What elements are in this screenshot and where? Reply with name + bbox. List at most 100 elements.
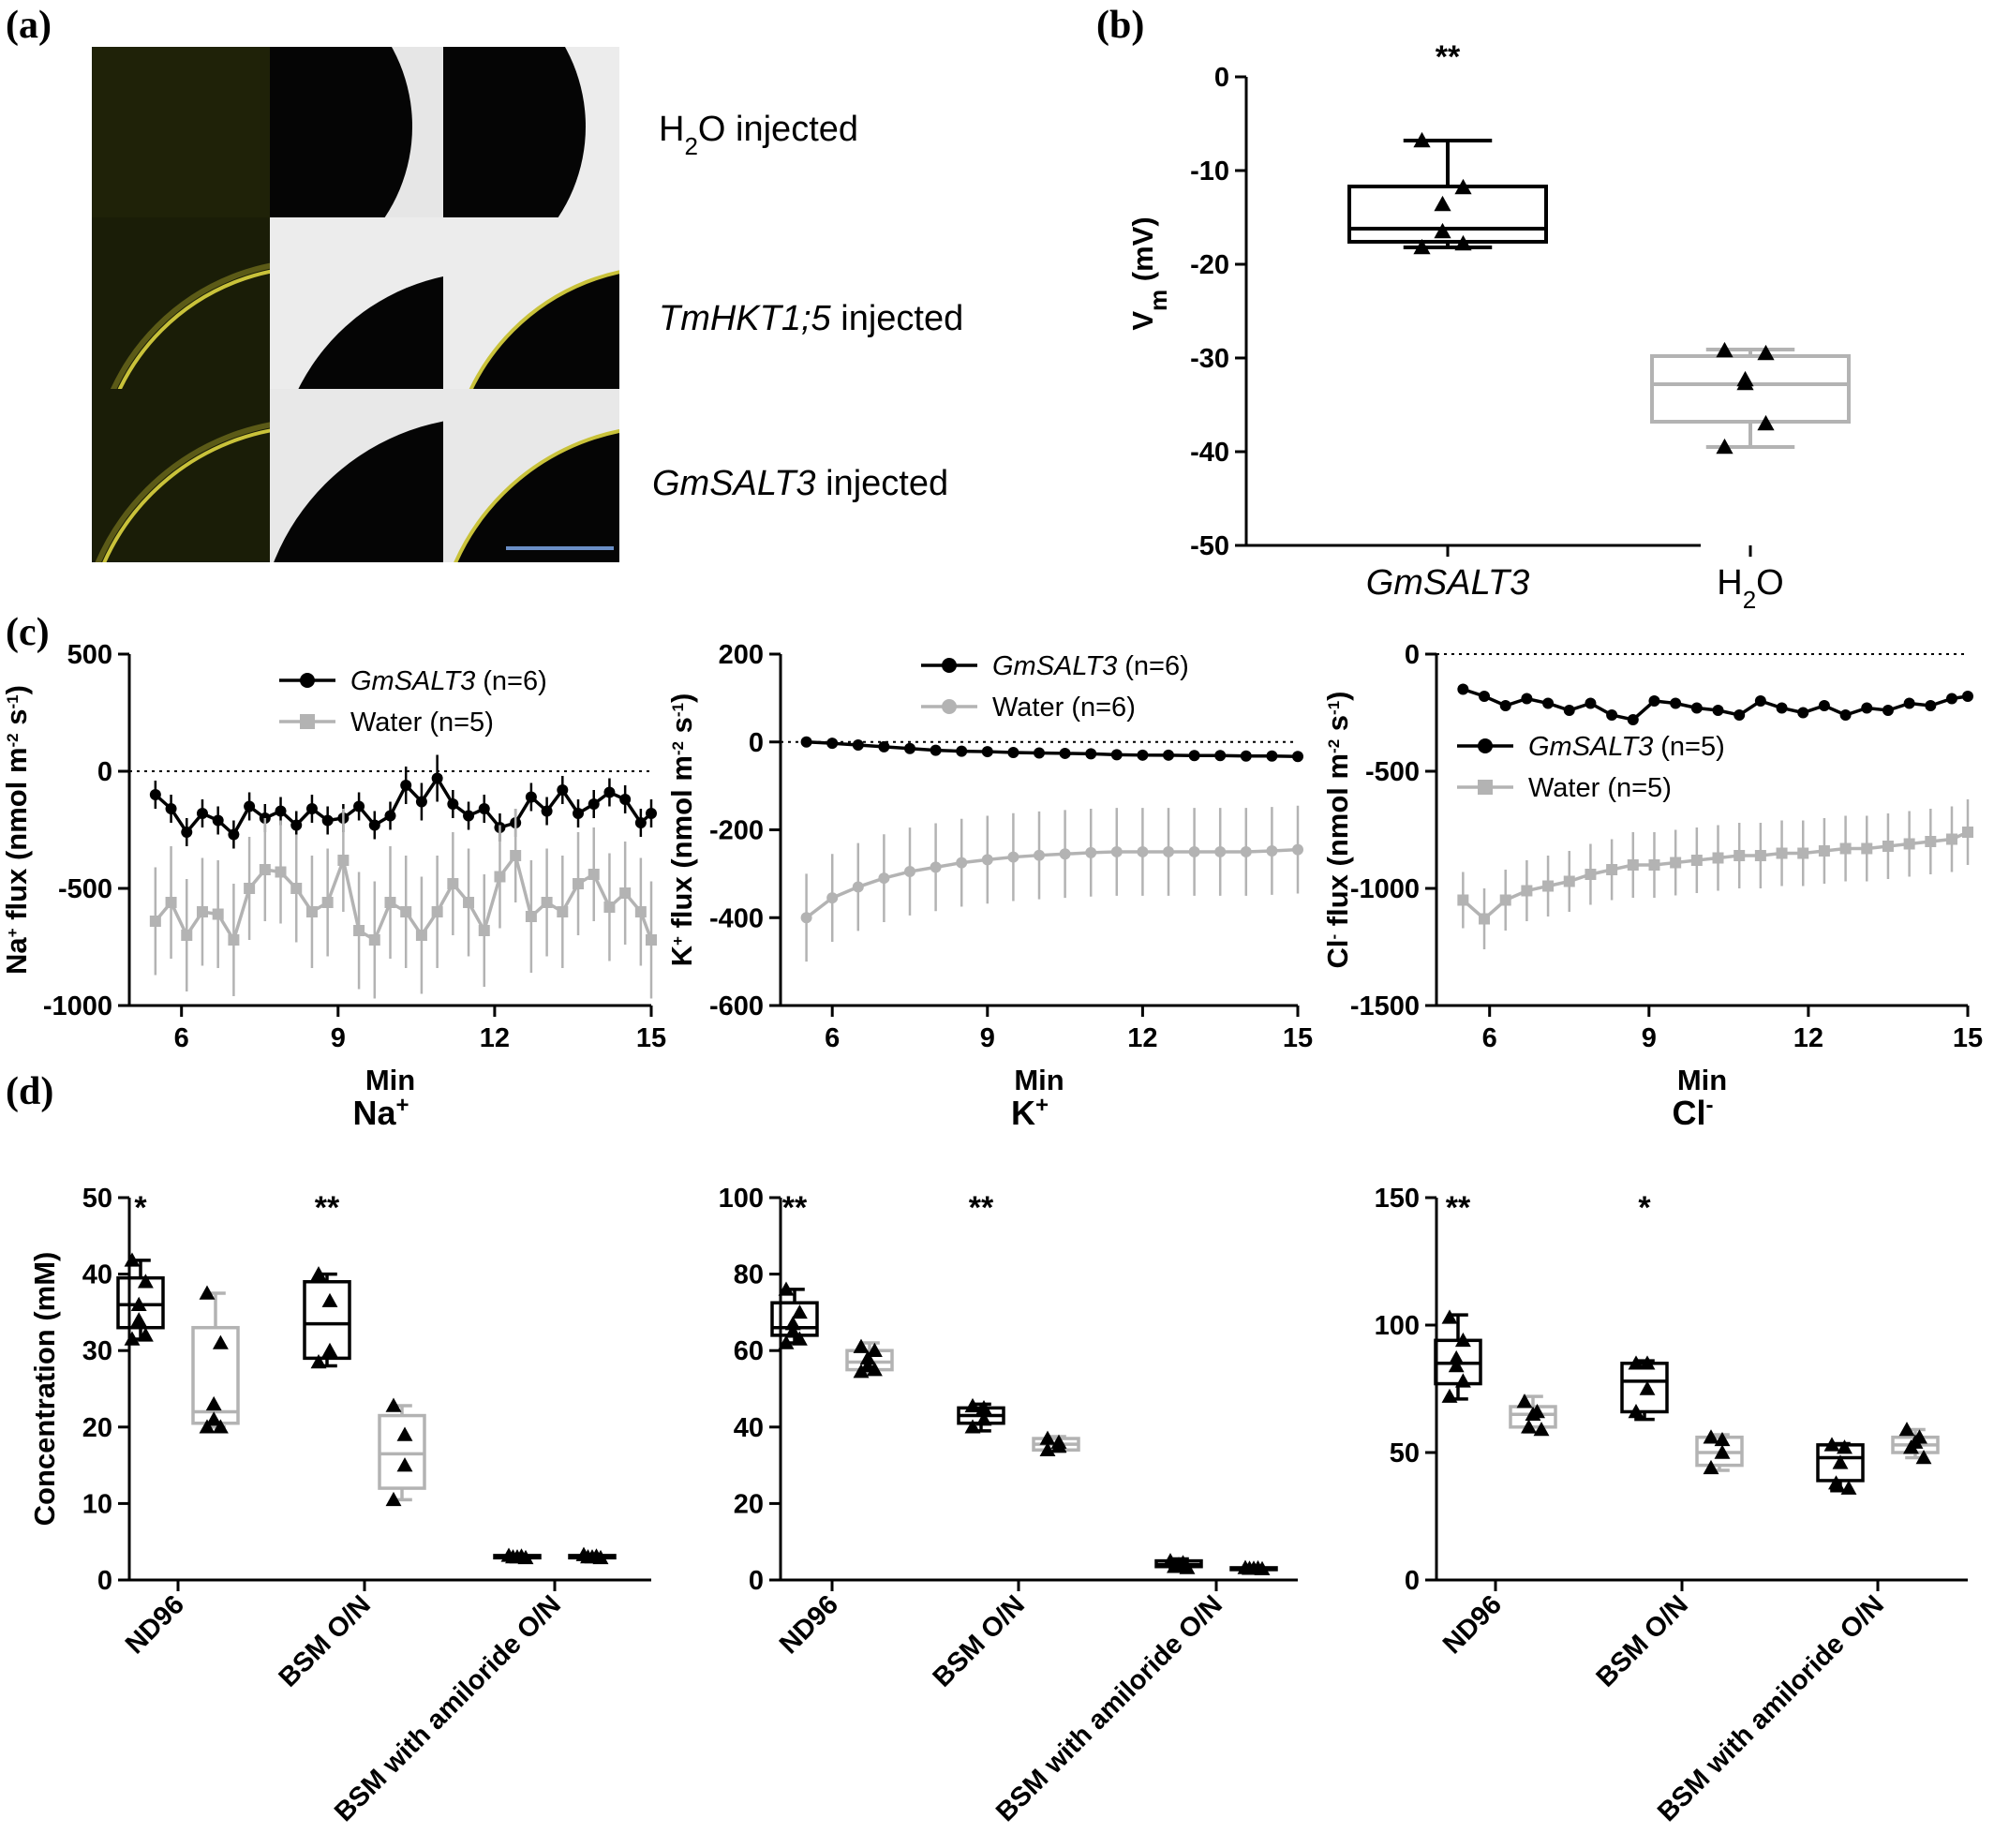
legend-label: Water (n=5) bbox=[1528, 773, 1672, 803]
x-category-label: BSM with amiloride O/N bbox=[329, 1589, 567, 1827]
x-axis-label: Min bbox=[365, 1064, 415, 1096]
box-2: ** bbox=[303, 1190, 351, 1369]
data-point bbox=[337, 855, 350, 866]
chart-c-cl-flux: 0 -500 -1000 -1500 6 9 12 15 Min Cl- flux (nmol m… bbox=[1321, 640, 1983, 1096]
chart-title: K+ bbox=[1011, 1093, 1049, 1133]
data-point bbox=[205, 1395, 222, 1411]
box-3 bbox=[378, 1397, 426, 1507]
y-tick-label: 50 bbox=[82, 1184, 112, 1214]
data-point bbox=[275, 866, 287, 878]
data-point bbox=[1882, 841, 1894, 852]
data-point bbox=[930, 744, 942, 756]
data-point bbox=[517, 1549, 534, 1565]
data-point bbox=[1962, 691, 1973, 702]
box-2: * bbox=[1620, 1190, 1669, 1422]
significance-label: ** bbox=[1446, 1190, 1471, 1226]
legend-entry: Water (n=5) bbox=[279, 708, 494, 738]
significance-label: ** bbox=[969, 1190, 994, 1226]
data-point bbox=[784, 1323, 801, 1338]
y-tick-label: -50 bbox=[1190, 531, 1229, 561]
y-tick-label: 50 bbox=[1390, 1438, 1420, 1468]
box-3 bbox=[1032, 1430, 1080, 1457]
box-1 bbox=[1650, 341, 1851, 455]
data-point bbox=[130, 1296, 147, 1311]
significance-label: ** bbox=[782, 1190, 808, 1226]
data-point bbox=[1525, 1406, 1541, 1421]
x-axis-label: Min bbox=[1677, 1064, 1727, 1096]
data-point bbox=[478, 803, 490, 814]
data-point bbox=[1915, 1449, 1932, 1465]
x-tick-label: 15 bbox=[636, 1023, 666, 1053]
data-point bbox=[1797, 707, 1809, 719]
data-point bbox=[259, 864, 271, 875]
data-point bbox=[321, 1342, 338, 1357]
box-iqr bbox=[1816, 1443, 1865, 1483]
y-tick-label: 0 bbox=[749, 728, 764, 758]
data-point bbox=[321, 1292, 338, 1307]
x-category-label: ND96 bbox=[1437, 1589, 1508, 1660]
data-point bbox=[1628, 1404, 1644, 1419]
data-point bbox=[137, 1327, 154, 1342]
data-point bbox=[1818, 845, 1830, 857]
data-point bbox=[212, 1419, 229, 1434]
data-point bbox=[1448, 1349, 1465, 1365]
data-point bbox=[588, 798, 600, 810]
x-category-label: BSM O/N bbox=[928, 1589, 1031, 1692]
legend-entry: GmSALT3 (n=6) bbox=[279, 666, 547, 696]
data-point bbox=[1606, 864, 1618, 875]
data-point bbox=[1137, 749, 1149, 761]
data-point bbox=[1639, 1355, 1656, 1370]
box-0: ** bbox=[770, 1190, 819, 1349]
data-point bbox=[826, 892, 839, 904]
box-iqr bbox=[116, 1275, 165, 1330]
data-point bbox=[1690, 702, 1703, 714]
data-point bbox=[791, 1331, 808, 1346]
data-point bbox=[1703, 1459, 1719, 1475]
box-3 bbox=[1695, 1429, 1744, 1475]
y-tick-label: -600 bbox=[709, 991, 764, 1021]
legend-label: GmSALT3 (n=6) bbox=[992, 651, 1189, 681]
series-1 bbox=[800, 805, 1303, 962]
data-point bbox=[1903, 838, 1915, 850]
data-point bbox=[244, 883, 256, 894]
data-point bbox=[1882, 705, 1894, 716]
brightfield-image-gmsalt3 bbox=[270, 389, 443, 562]
data-point bbox=[1823, 1437, 1840, 1452]
y-tick-label: 150 bbox=[1375, 1184, 1420, 1214]
data-point bbox=[1903, 697, 1915, 709]
data-point bbox=[1110, 749, 1123, 761]
x-tick-label: 6 bbox=[825, 1023, 840, 1053]
x-tick-label: 15 bbox=[1953, 1023, 1983, 1053]
data-point bbox=[1736, 374, 1754, 391]
y-tick-label: -10 bbox=[1190, 156, 1229, 186]
data-point bbox=[904, 742, 915, 754]
data-point bbox=[124, 1252, 141, 1267]
data-point bbox=[1007, 747, 1019, 758]
data-point bbox=[124, 1331, 141, 1346]
y-tick-label: 100 bbox=[1375, 1311, 1420, 1341]
series-0 bbox=[1457, 683, 1973, 725]
legend-label: GmSALT3 (n=5) bbox=[1528, 732, 1725, 762]
data-point bbox=[1703, 1429, 1719, 1444]
data-point bbox=[956, 857, 968, 869]
data-point bbox=[199, 1419, 216, 1434]
box-iqr bbox=[1650, 354, 1851, 424]
row-label-tmhkt: TmHKT1;5 injected bbox=[659, 299, 963, 338]
data-point bbox=[1714, 1444, 1731, 1459]
data-point bbox=[1757, 344, 1775, 361]
series-0 bbox=[149, 754, 657, 849]
panel-label-b: (b) bbox=[1096, 4, 1144, 47]
data-point bbox=[1828, 1475, 1844, 1490]
y-tick-label: 40 bbox=[82, 1260, 112, 1290]
data-point bbox=[791, 1304, 808, 1319]
data-point bbox=[1434, 195, 1451, 212]
data-point bbox=[1945, 833, 1957, 845]
y-tick-label: -500 bbox=[58, 874, 112, 904]
data-point bbox=[1754, 695, 1766, 707]
data-point bbox=[244, 800, 256, 812]
x-tick-label: 6 bbox=[174, 1023, 189, 1053]
data-point bbox=[1776, 847, 1788, 859]
data-point bbox=[431, 772, 443, 784]
data-point bbox=[400, 906, 412, 917]
